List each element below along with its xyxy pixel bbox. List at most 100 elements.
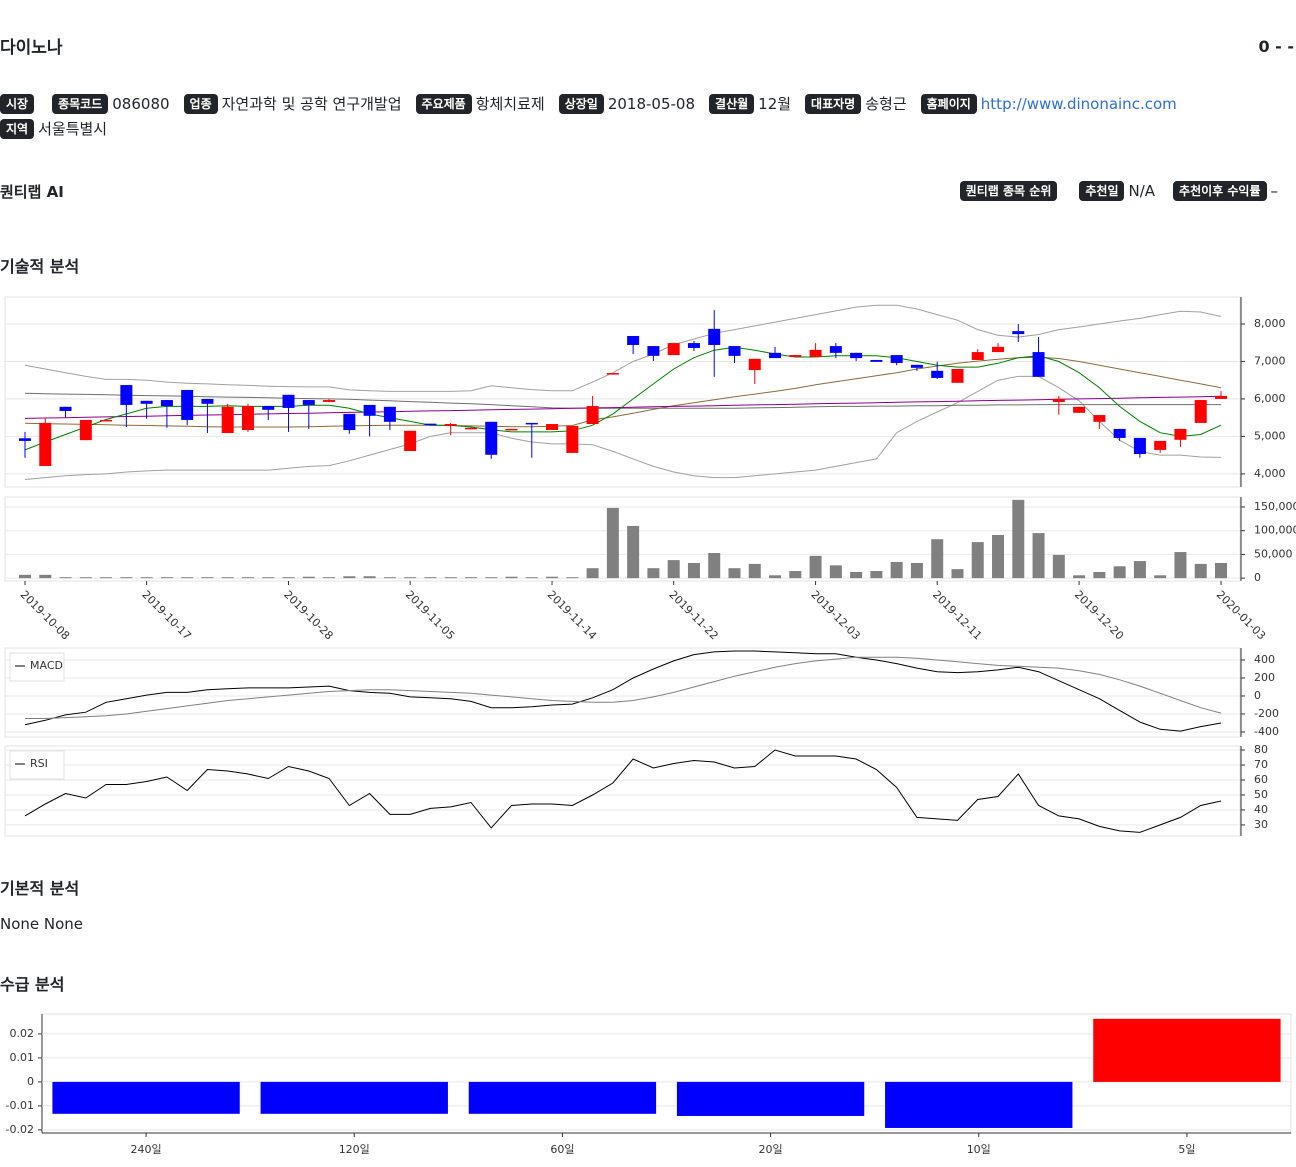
section-title: 기본적 분석 <box>0 879 80 898</box>
volume-bar <box>241 577 254 579</box>
volume-bar <box>809 555 822 579</box>
info-value: 자연과학 및 공학 연구개발업 <box>221 95 402 113</box>
volume-bar <box>201 577 214 579</box>
volume-bar <box>262 577 275 579</box>
volume-bar <box>728 568 741 579</box>
y-tick-label: 30 <box>1254 818 1268 831</box>
volume-bar <box>302 576 315 579</box>
volume-bar <box>160 577 173 579</box>
volume-bar <box>282 577 295 579</box>
candle-body <box>546 424 559 431</box>
link[interactable]: http://www.dinonainc.com <box>980 94 1177 113</box>
y-tick-label: 60 <box>1254 773 1268 786</box>
badge: 업종 <box>183 93 218 114</box>
candle-body <box>302 400 315 405</box>
candle-body <box>1215 395 1227 399</box>
candle-body <box>1073 406 1086 413</box>
candle-body <box>343 413 356 431</box>
volume-bar <box>951 569 964 579</box>
candle-body <box>647 346 660 356</box>
volume-bar <box>1113 566 1126 579</box>
candle-body <box>363 404 376 416</box>
volume-bar <box>992 534 1005 579</box>
info-item: 퀀티랩 종목 순위 <box>959 181 1062 201</box>
x-tick-label: 2020-01-03 <box>1214 588 1268 642</box>
volume-bar <box>444 577 457 579</box>
volume-bar <box>647 568 660 579</box>
badge: 종목코드 <box>52 93 109 114</box>
volume-bar <box>1073 575 1086 579</box>
info-item: 종목코드 086080 <box>52 93 170 114</box>
section-title: 수급 분석 <box>0 975 65 994</box>
candle-body <box>1194 400 1207 423</box>
volume-bar <box>485 577 498 579</box>
legend-box <box>9 750 65 780</box>
y-tick-label: 8,000 <box>1254 317 1286 330</box>
volume-bar <box>19 574 31 579</box>
volume-bar <box>100 577 113 579</box>
panel-frame <box>4 647 1241 738</box>
y-tick-label: 0.01 <box>10 1051 35 1064</box>
candle-body <box>140 400 153 404</box>
x-tick-label: 240일 <box>131 1142 162 1156</box>
badge: 퀀티랩 종목 순위 <box>959 181 1058 201</box>
candle-body <box>667 343 680 356</box>
candle-body <box>181 389 194 420</box>
candle-body <box>444 424 457 426</box>
x-tick-label: 20일 <box>759 1142 783 1156</box>
indicator-line <box>24 392 1221 409</box>
candle-body <box>39 422 52 467</box>
info-item: 결산월 12월 <box>709 93 791 114</box>
volume-bar <box>383 577 396 579</box>
volume-bar <box>79 577 92 579</box>
x-tick-label: 2019-11-22 <box>666 588 720 642</box>
indicator-line <box>25 656 1222 719</box>
y-tick-label: -400 <box>1254 725 1279 738</box>
candle-body <box>201 398 214 404</box>
volume-bar <box>525 577 538 579</box>
volume-bar <box>586 568 599 579</box>
x-tick-label: 2019-12-20 <box>1072 588 1126 642</box>
y-tick-label: 400 <box>1254 653 1275 666</box>
panel-frame <box>4 745 1241 837</box>
bar <box>1093 1018 1281 1082</box>
fundamental-text: None None <box>0 915 84 933</box>
y-tick-label: 5,000 <box>1254 429 1286 442</box>
candle-body <box>971 352 984 360</box>
volume-bar <box>546 576 559 579</box>
x-tick-label: 2019-11-05 <box>403 588 457 642</box>
indicator-line <box>24 650 1222 732</box>
volume-bar <box>181 577 194 579</box>
volume-bar <box>343 576 356 579</box>
x-tick-label: 2019-12-11 <box>930 588 984 642</box>
x-tick-label: 10일 <box>967 1142 991 1156</box>
y-tick-label: 50,000 <box>1254 547 1293 560</box>
volume-bar <box>606 507 619 579</box>
candle-body <box>910 364 923 368</box>
candle-body <box>1113 428 1126 438</box>
bar <box>676 1081 865 1116</box>
volume-bar <box>363 576 376 579</box>
volume-bar <box>1133 561 1146 579</box>
candle-body <box>404 430 417 452</box>
volume-bar <box>789 571 802 579</box>
candle-body <box>323 400 336 402</box>
candle-body <box>789 355 802 357</box>
candle-body <box>708 328 721 345</box>
volume-bar <box>140 577 153 579</box>
section-title: 기술적 분석 <box>0 257 80 276</box>
candle-body <box>464 427 477 430</box>
indicator-line <box>24 375 1222 480</box>
badge: 대표자명 <box>805 93 862 114</box>
badge: 상장일 <box>558 93 604 114</box>
candle-body <box>100 419 113 422</box>
y-tick-label: 6,000 <box>1254 392 1286 405</box>
volume-bar <box>748 563 761 579</box>
candle-body <box>951 368 964 383</box>
ai-title: 퀀티랩 AI <box>0 183 64 201</box>
candle-body <box>586 406 599 425</box>
info-value: 송형근 <box>865 95 907 113</box>
info-value: 2018-05-08 <box>607 94 696 113</box>
volume-bar <box>464 577 477 579</box>
volume-bar <box>769 575 782 579</box>
